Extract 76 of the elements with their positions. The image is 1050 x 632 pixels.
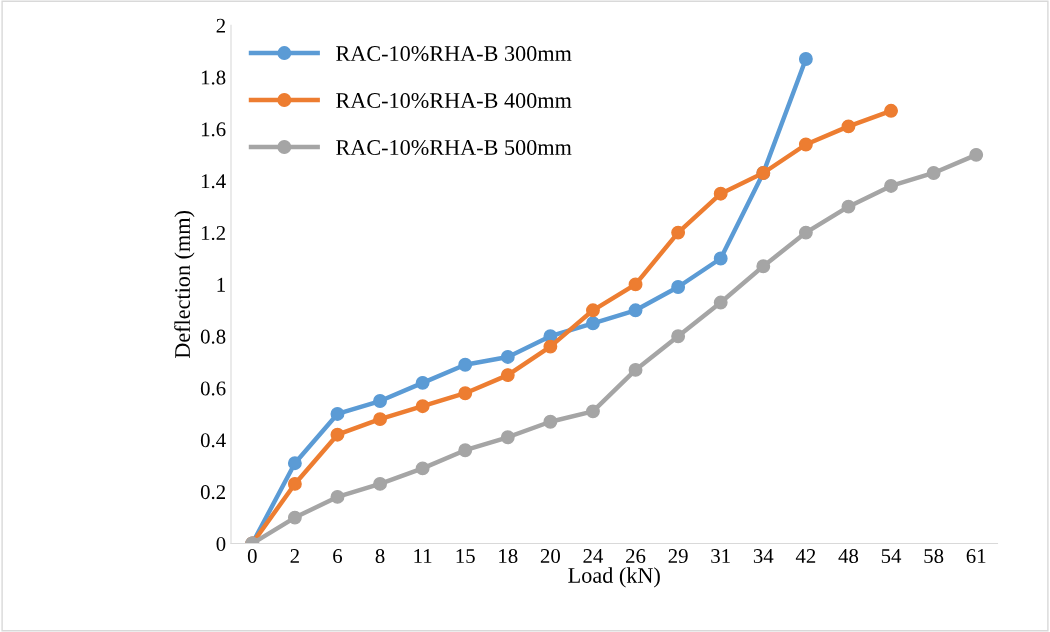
- y-tick-label: 0.2: [200, 485, 225, 500]
- y-tick-label: 0.8: [200, 329, 226, 344]
- y-tick-label: 0: [216, 536, 226, 551]
- point: [628, 362, 643, 377]
- x-tick-label: 18: [499, 548, 518, 564]
- legend-label: RAC-10%RHA-B 500mm: [336, 139, 572, 156]
- point: [287, 456, 302, 471]
- y-tick-label: 1.4: [201, 174, 226, 189]
- y-tick-label: 0.4: [200, 433, 226, 448]
- point: [287, 510, 302, 525]
- x-tick-label: 42: [795, 549, 816, 563]
- point: [458, 386, 473, 401]
- x-tick-label: 11: [414, 549, 432, 563]
- point: [373, 412, 387, 427]
- x-tick-label: 6: [333, 549, 343, 564]
- point: [884, 178, 898, 193]
- legend-label: RAC-10%RHA-B 400mm: [336, 93, 572, 109]
- point: [500, 430, 515, 445]
- y-tick-label: 2: [216, 18, 225, 33]
- point: [500, 350, 515, 364]
- point: [628, 303, 643, 318]
- point: [330, 407, 345, 421]
- point: [330, 489, 345, 504]
- point: [798, 225, 813, 240]
- point: [373, 476, 387, 491]
- x-tick-label: 0: [247, 548, 257, 564]
- point: [969, 147, 984, 162]
- point: [415, 461, 430, 476]
- y-tick-label: 1.2: [201, 226, 225, 241]
- point: [798, 137, 813, 152]
- x-tick-label: 8: [375, 548, 385, 564]
- x-tick-label: 31: [711, 549, 730, 564]
- legend-label: RAC-10%RHA-B 300mm: [336, 46, 572, 62]
- point: [671, 329, 686, 344]
- x-tick-label: 20: [540, 548, 560, 564]
- x-tick-label: 2: [290, 549, 299, 563]
- point: [500, 368, 515, 383]
- point: [713, 251, 728, 266]
- point: [628, 277, 643, 292]
- point: [415, 399, 430, 414]
- point: [756, 259, 771, 274]
- y-tick-label: 1.8: [201, 70, 226, 85]
- point: [671, 225, 686, 240]
- point: [543, 414, 558, 429]
- x-tick-label: 58: [924, 548, 944, 564]
- y-tick-label: 0.6: [200, 381, 226, 396]
- x-tick-label: 24: [583, 549, 604, 563]
- point: [841, 119, 856, 134]
- x-tick-label: 15: [456, 549, 475, 564]
- x-tick-label: 54: [881, 549, 902, 564]
- point: [543, 339, 558, 354]
- x-axis-title: Load (kN): [568, 567, 660, 588]
- x-tick-label: 61: [966, 549, 986, 564]
- point: [841, 199, 856, 214]
- point: [713, 186, 728, 201]
- point: [373, 394, 387, 408]
- y-tick-label: 1.6: [201, 122, 226, 137]
- point: [586, 404, 600, 419]
- point: [798, 52, 813, 66]
- point: [458, 443, 473, 458]
- x-tick-label: 48: [838, 548, 859, 564]
- point: [884, 103, 898, 118]
- point: [415, 375, 430, 390]
- x-tick-label: 26: [626, 549, 646, 564]
- point: [458, 357, 473, 372]
- point: [671, 280, 686, 294]
- point: [586, 316, 600, 331]
- point: [586, 303, 600, 318]
- y-axis-title: Deflection (mm): [174, 211, 195, 359]
- point: [713, 295, 728, 310]
- point: [287, 476, 302, 491]
- x-tick-label: 29: [668, 549, 688, 564]
- point: [330, 427, 345, 442]
- x-tick-label: 34: [753, 549, 774, 564]
- y-tick-label: 1: [217, 277, 225, 292]
- point: [926, 166, 941, 180]
